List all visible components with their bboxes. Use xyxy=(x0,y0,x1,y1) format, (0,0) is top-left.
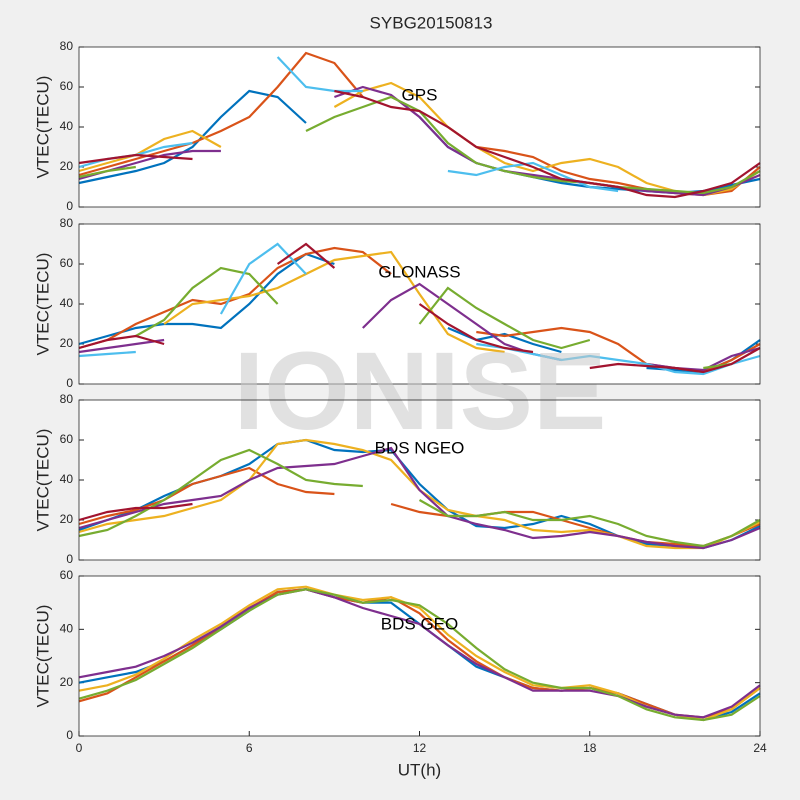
series-line xyxy=(78,242,761,374)
series-line xyxy=(163,250,505,354)
y-tick-label: 60 xyxy=(60,256,74,270)
axes-box xyxy=(78,399,761,561)
y-tick-label: 20 xyxy=(60,675,74,689)
x-tick-label: 6 xyxy=(246,741,253,755)
y-axis-label: VTEC(TECU) xyxy=(33,253,52,356)
y-tick-label: 0 xyxy=(66,199,73,213)
y-tick-label: 0 xyxy=(66,728,73,742)
series-line xyxy=(78,588,761,719)
y-tick-label: 80 xyxy=(60,392,74,406)
series-line xyxy=(78,588,761,719)
x-tick-label: 18 xyxy=(583,741,597,755)
panel-annotation: GLONASS xyxy=(378,262,460,281)
y-tick-label: 60 xyxy=(60,568,74,582)
series-line xyxy=(78,242,761,376)
series-line xyxy=(78,89,761,199)
y-tick-label: 80 xyxy=(60,216,74,230)
y-tick-label: 40 xyxy=(60,119,74,133)
x-tick-label: 12 xyxy=(413,741,427,755)
x-tick-label: 24 xyxy=(753,741,767,755)
y-axis-label: VTEC(TECU) xyxy=(33,605,52,708)
axes-box xyxy=(78,575,761,737)
y-tick-label: 20 xyxy=(60,336,74,350)
panel-annotation: BDS NGEO xyxy=(375,438,465,457)
y-axis-label: VTEC(TECU) xyxy=(33,429,52,532)
y-axis-label: VTEC(TECU) xyxy=(33,76,52,179)
panel-annotation: GPS xyxy=(402,85,438,104)
watermark: IONISE xyxy=(234,330,607,453)
axes-box xyxy=(78,223,761,385)
y-tick-label: 60 xyxy=(60,79,74,93)
y-tick-label: 20 xyxy=(60,159,74,173)
axes-box xyxy=(78,46,761,208)
series-line xyxy=(78,95,761,195)
plot-area xyxy=(79,47,760,207)
figure-title: SYBG20150813 xyxy=(370,13,493,32)
series-line xyxy=(78,502,193,522)
y-tick-label: 80 xyxy=(60,39,74,53)
y-tick-label: 40 xyxy=(60,472,74,486)
x-tick-label: 0 xyxy=(76,741,83,755)
y-tick-label: 40 xyxy=(60,622,74,636)
series-line xyxy=(78,448,761,548)
y-tick-label: 0 xyxy=(66,552,73,566)
series-line xyxy=(78,588,761,722)
panel-annotation: BDS GEO xyxy=(381,614,458,633)
series-line xyxy=(78,446,761,550)
y-tick-label: 40 xyxy=(60,296,74,310)
x-axis-label: UT(h) xyxy=(398,760,441,779)
y-tick-label: 60 xyxy=(60,432,74,446)
y-tick-label: 0 xyxy=(66,376,73,390)
y-tick-label: 20 xyxy=(60,512,74,526)
